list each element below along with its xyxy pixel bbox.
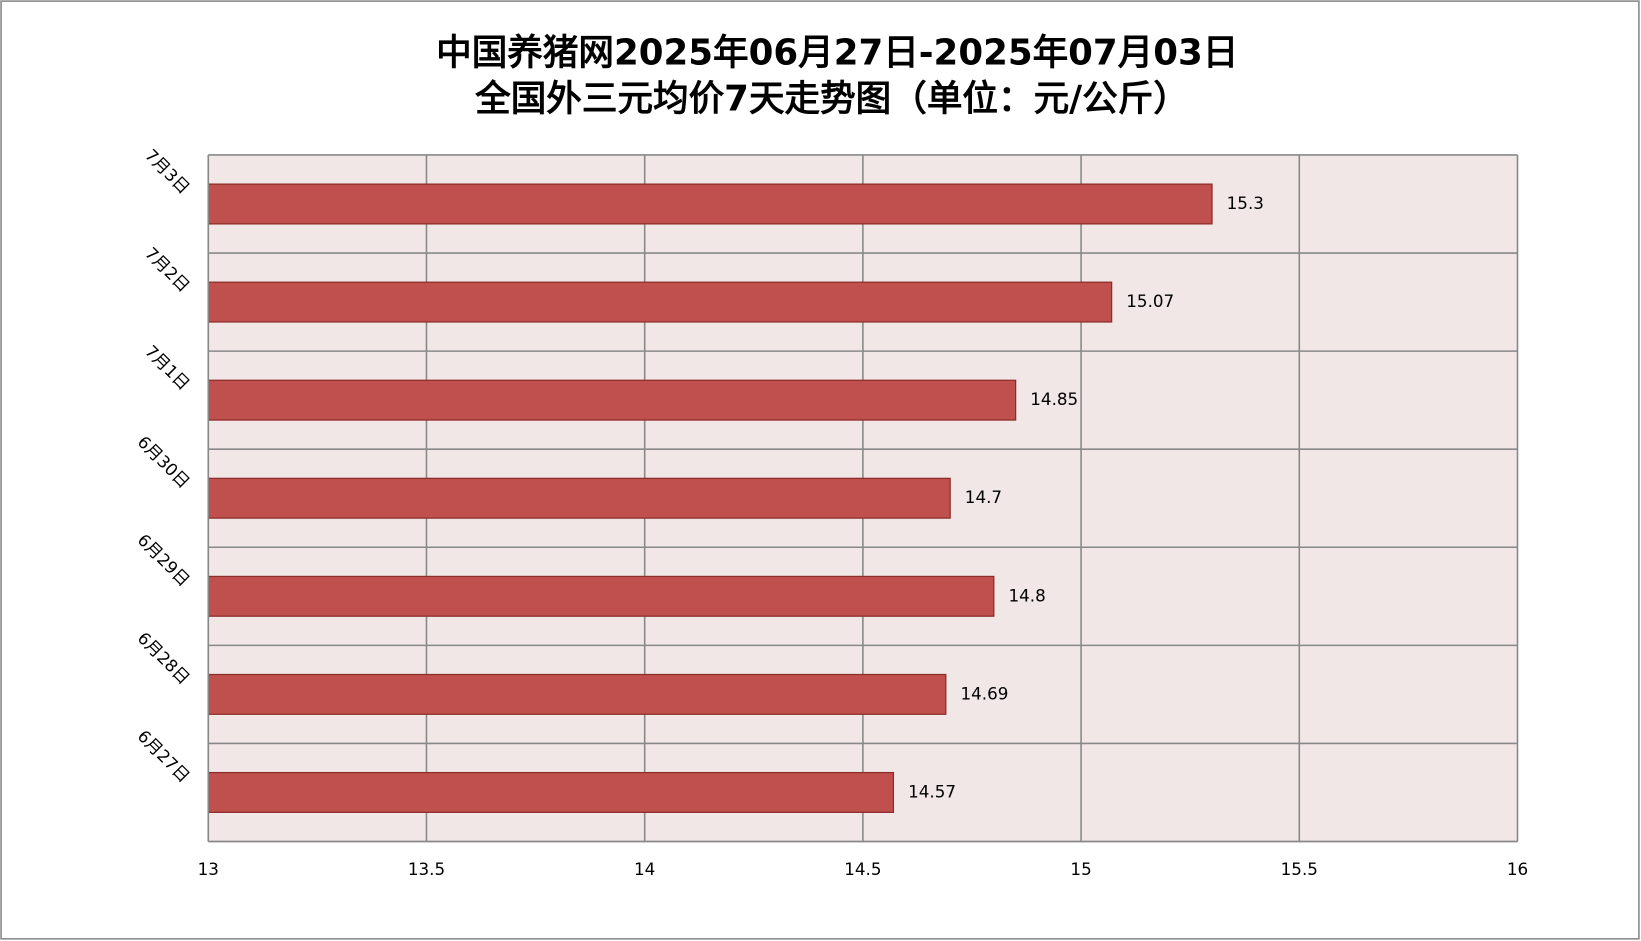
- value-label: 14.8: [1008, 585, 1045, 605]
- bar: [207, 771, 895, 813]
- value-label: 14.85: [1030, 389, 1078, 409]
- bar: [207, 575, 995, 617]
- x-tick-label: 13: [198, 859, 219, 879]
- bar: [207, 281, 1113, 323]
- bar: [207, 477, 951, 519]
- x-tick-label: 14.5: [844, 859, 881, 879]
- value-label: 14.7: [965, 487, 1002, 507]
- bar: [207, 673, 947, 715]
- x-tick-label: 15: [1070, 859, 1091, 879]
- chart-title: 中国养猪网2025年06月27日-2025年07月03日: [436, 32, 1238, 73]
- value-label: 14.69: [960, 683, 1008, 703]
- x-tick-label: 13.5: [408, 859, 445, 879]
- x-tick-label: 16: [1507, 859, 1528, 879]
- value-label: 15.07: [1126, 291, 1174, 311]
- value-label: 14.57: [908, 781, 956, 801]
- chart-title: 全国外三元均价7天走势图（单位：元/公斤）: [474, 79, 1189, 120]
- x-tick-label: 14: [634, 859, 655, 879]
- bar: [207, 379, 1017, 421]
- bar: [207, 183, 1213, 225]
- value-label: 15.3: [1227, 193, 1264, 213]
- x-tick-label: 15.5: [1281, 859, 1318, 879]
